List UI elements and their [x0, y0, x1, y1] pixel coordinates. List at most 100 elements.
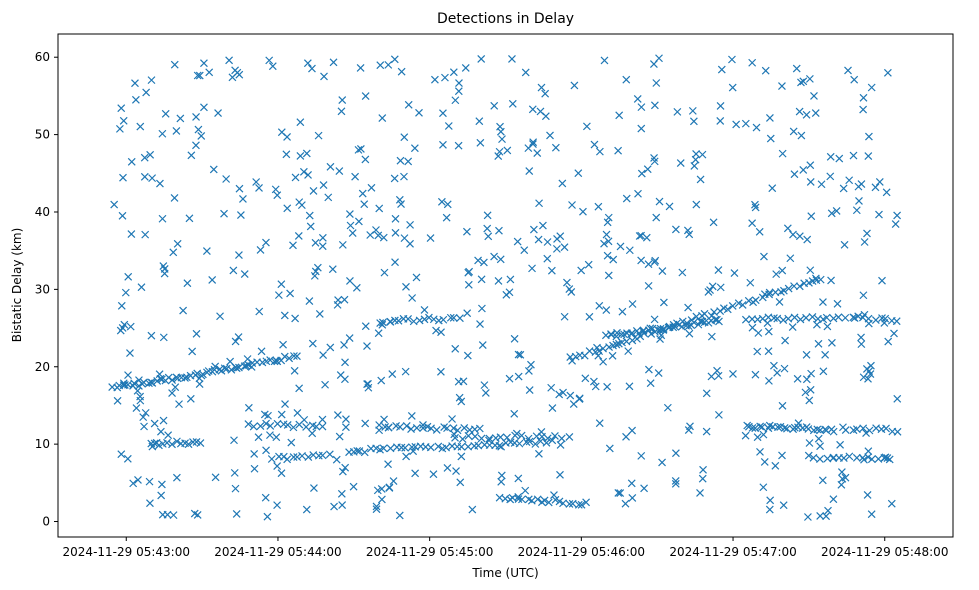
data-point: [551, 143, 560, 152]
data-point: [805, 439, 814, 447]
data-point: [401, 367, 410, 376]
data-point: [146, 150, 155, 159]
data-point: [475, 117, 484, 126]
data-point: [585, 312, 594, 321]
data-point: [865, 367, 874, 376]
data-point: [528, 105, 537, 114]
data-point: [120, 320, 129, 329]
data-point: [850, 314, 859, 322]
data-point: [290, 352, 298, 360]
data-point: [646, 379, 655, 388]
data-point: [867, 455, 876, 464]
data-point: [324, 193, 333, 202]
data-point: [460, 424, 469, 432]
data-point: [135, 376, 143, 385]
data-point: [671, 449, 680, 458]
data-point: [548, 404, 557, 413]
data-point: [293, 352, 301, 361]
data-point: [257, 347, 266, 356]
data-point: [298, 451, 306, 460]
data-point: [404, 100, 413, 109]
data-point: [713, 366, 721, 375]
data-point: [254, 433, 263, 442]
data-point: [769, 361, 778, 370]
data-point: [565, 433, 574, 441]
data-point: [829, 427, 838, 436]
data-point: [802, 110, 811, 119]
data-point: [864, 152, 873, 161]
data-point: [602, 230, 611, 239]
data-point: [624, 347, 633, 356]
data-point: [279, 340, 287, 349]
data-point: [748, 58, 757, 67]
data-point: [427, 424, 435, 433]
data-point: [862, 429, 870, 437]
data-point: [179, 306, 188, 315]
data-point: [390, 55, 399, 64]
data-point: [119, 173, 127, 182]
data-point: [345, 334, 354, 342]
data-point: [783, 224, 792, 233]
data-point: [579, 207, 587, 216]
data-point: [541, 112, 550, 121]
data-point: [702, 427, 711, 436]
data-point: [311, 267, 320, 276]
data-point: [311, 238, 320, 247]
data-point: [822, 313, 831, 322]
data-point: [529, 225, 538, 234]
data-point: [236, 211, 245, 219]
data-point: [193, 71, 202, 80]
data-point: [313, 263, 322, 272]
data-point: [566, 391, 575, 400]
data-point: [302, 422, 311, 431]
data-point: [394, 316, 403, 325]
data-point: [728, 55, 736, 64]
data-point: [637, 256, 646, 265]
data-point: [684, 322, 693, 331]
data-point: [603, 251, 612, 260]
data-point: [535, 199, 543, 208]
data-point: [118, 211, 127, 220]
data-point: [860, 238, 869, 246]
data-point: [534, 449, 543, 458]
data-point: [759, 430, 768, 439]
data-point: [844, 66, 852, 75]
data-point: [643, 165, 652, 174]
data-point: [338, 501, 347, 510]
data-point: [852, 453, 861, 462]
data-point: [136, 122, 145, 131]
data-point: [790, 170, 799, 179]
data-point: [170, 60, 179, 69]
data-point: [812, 320, 821, 329]
data-point: [852, 206, 861, 215]
data-point: [640, 484, 649, 493]
data-point: [688, 106, 697, 115]
data-point: [548, 436, 557, 445]
data-point: [220, 209, 228, 218]
data-point: [744, 296, 753, 305]
data-point: [616, 242, 625, 251]
data-point: [764, 347, 773, 356]
data-point: [642, 233, 651, 242]
data-point: [113, 396, 122, 405]
data-point: [485, 434, 494, 443]
data-point: [671, 225, 680, 234]
data-point: [496, 255, 505, 264]
data-point: [325, 450, 334, 459]
data-point: [186, 394, 195, 403]
data-point: [696, 175, 705, 184]
data-point: [854, 182, 863, 191]
data-point: [505, 374, 514, 383]
data-point: [770, 314, 778, 322]
data-point: [827, 338, 836, 347]
data-point: [388, 370, 397, 378]
data-point: [574, 500, 583, 509]
data-point: [544, 498, 553, 507]
data-point: [148, 174, 157, 183]
data-point: [766, 134, 775, 143]
x-axis: 2024-11-29 05:43:00 2024-11-29 05:44:00 20…: [63, 537, 948, 559]
data-point: [235, 363, 243, 372]
data-point: [296, 152, 305, 160]
data-point: [150, 439, 159, 448]
data-point: [884, 337, 893, 346]
